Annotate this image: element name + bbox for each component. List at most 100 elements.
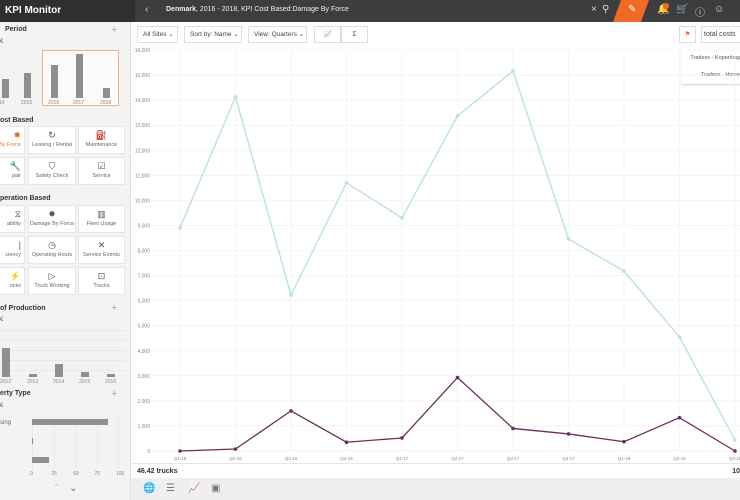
gridline [0, 350, 125, 351]
data-point [622, 269, 626, 273]
leasing-icon: ↻ [48, 130, 56, 140]
tile-safety-check[interactable]: ⛉ Safety Check [28, 157, 76, 185]
pencil-icon: ✎ [628, 4, 637, 15]
tile-truck-working[interactable]: ▷ Truck Working [28, 267, 76, 295]
period-bar[interactable] [24, 73, 31, 98]
user-icon[interactable]: ☺ [714, 4, 725, 15]
shield-icon: ⛉ [48, 161, 56, 171]
gridline [53, 414, 55, 469]
scroll-down-icon[interactable]: ⌄ [69, 483, 78, 494]
data-point [677, 415, 682, 420]
search-icon[interactable]: ⚲ [602, 4, 610, 15]
search-input[interactable]: total costs [701, 26, 740, 43]
play-icon: ▷ [48, 271, 56, 281]
sidebar-scroll-controls: ⌃ ⌄ [0, 478, 131, 500]
property-axis-tick: 50 [73, 471, 79, 477]
tile-pair[interactable]: 🔧 pair [0, 157, 25, 185]
period-bar[interactable] [51, 65, 58, 98]
period-bar[interactable] [76, 54, 83, 98]
sum-button[interactable]: Σ [341, 26, 368, 43]
tile-by-force[interactable]: ✸ By Force [0, 126, 25, 154]
x-tick-label: Q2-16 [229, 456, 242, 461]
top-bar: KPI Monitor ‹ Denmark, 2016 - 2018, KPI … [0, 0, 740, 22]
gridline [0, 360, 125, 361]
tile-damage-by-force[interactable]: ✸ Damage By Force [28, 205, 76, 233]
bar-list-icon[interactable]: ☰ [166, 483, 175, 494]
repair-icon: 🔧 [9, 161, 21, 171]
view-label: View: Quarters [254, 31, 297, 38]
tile-label: Truck Working [34, 283, 70, 289]
tile-label: Fleet Usage [86, 221, 117, 227]
add-icon[interactable]: + [111, 388, 118, 400]
property-bar[interactable] [32, 438, 33, 444]
legend-item[interactable]: Tradexx - Kopenhag [690, 55, 740, 61]
production-bar[interactable] [29, 374, 37, 377]
x-tick-label: Q2-18 [673, 456, 686, 461]
y-tick-label: 7,000 [137, 274, 150, 280]
add-icon[interactable]: + [111, 302, 118, 314]
period-bar[interactable] [103, 88, 110, 98]
add-icon[interactable]: + [111, 24, 118, 36]
property-bar[interactable] [32, 419, 108, 425]
close-icon[interactable]: × [591, 4, 597, 15]
tile-operating-hours[interactable]: ◷ Operating Hours [28, 236, 76, 264]
data-point [289, 293, 293, 297]
y-tick-label: 4,000 [137, 349, 150, 355]
x-tick-label: Q3-17 [507, 456, 520, 461]
forklift-icon[interactable]: ▣ [211, 483, 221, 494]
tile-ciency[interactable]: | ciency [0, 236, 25, 264]
x-tick-label: Q3-18 [729, 456, 740, 461]
back-icon[interactable]: ‹ [145, 4, 149, 15]
tile-label: Service [92, 173, 111, 179]
operation-based-title: peration Based [0, 195, 51, 202]
data-point [511, 426, 515, 431]
tile-fleet-usage[interactable]: ▥ Fleet Usage [78, 205, 125, 233]
line-chart-button[interactable]: 📈 [314, 26, 341, 43]
data-point [455, 114, 460, 118]
data-point [178, 449, 182, 453]
production-bar[interactable] [81, 371, 89, 377]
globe-icon[interactable]: 🌐 [143, 483, 156, 494]
help-icon[interactable]: ⓘ [695, 8, 705, 19]
y-tick-label: 3,000 [137, 374, 150, 380]
data-point [233, 447, 238, 451]
property-row-label: sing [0, 420, 12, 426]
data-point [400, 436, 404, 440]
y-tick-label: 1,000 [137, 424, 150, 430]
sites-dropdown[interactable]: All Sites ⌄ [137, 26, 178, 43]
tile-maintenance[interactable]: ⛽ Maintenance [78, 126, 125, 154]
notification-badge [663, 3, 669, 9]
period-bar[interactable] [2, 78, 9, 98]
view-dropdown[interactable]: View: Quarters ⌄ [248, 26, 307, 43]
data-point [733, 438, 737, 442]
efficiency-icon: | [18, 240, 21, 250]
bell-icon[interactable]: 🔔 [657, 4, 670, 15]
tile-leasing-rental[interactable]: ↻ Leasing / Rental [28, 126, 76, 154]
line-chart-icon[interactable]: 📈 [188, 483, 201, 494]
production-bar[interactable] [107, 373, 115, 377]
data-point [455, 375, 460, 380]
scroll-up-icon[interactable]: ⌃ [52, 483, 61, 494]
tile-ability[interactable]: ⧖ ability [0, 205, 25, 233]
production-year-label: 2014 [53, 379, 65, 385]
x-tick-label: Q2-17 [451, 456, 464, 461]
y-tick-label: 15,000 [135, 73, 151, 79]
sort-dropdown[interactable]: Sort by: Name ⌄ [184, 26, 242, 43]
x-tick-label: Q4-17 [562, 456, 575, 461]
data-point [566, 432, 571, 436]
x-tick-label: Q1-18 [618, 456, 631, 461]
cart-icon[interactable]: 🛒 [676, 4, 689, 15]
tile-service-events[interactable]: ✕ Service Events [78, 236, 125, 264]
production-bar[interactable] [2, 348, 10, 377]
period-year-label: 14 [0, 100, 5, 106]
data-point [622, 439, 626, 444]
y-tick-label: 11,000 [135, 173, 150, 179]
tile-label: Service Events [83, 252, 120, 258]
tile-trucks[interactable]: ⊡ Trucks [78, 267, 125, 295]
production-bar[interactable] [55, 363, 63, 377]
property-bar[interactable] [32, 457, 50, 463]
tile-ocks[interactable]: ⚡ ocks [0, 267, 25, 295]
tile-service[interactable]: ☑ Service [78, 157, 125, 185]
production-unit: € [0, 317, 4, 323]
tag-button[interactable]: ⚑ [679, 26, 696, 43]
